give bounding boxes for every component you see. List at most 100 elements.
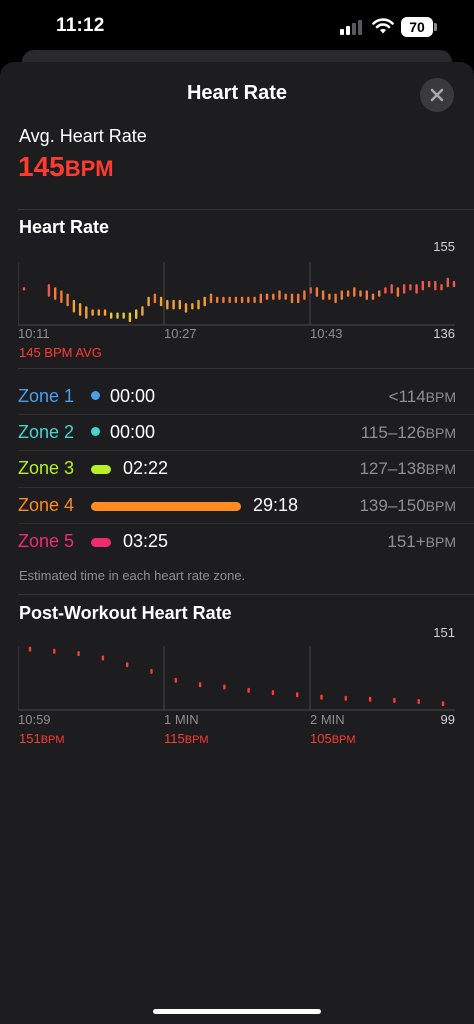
divider: [18, 487, 474, 488]
divider: [18, 414, 474, 415]
wifi-icon: [372, 18, 394, 34]
hr-bar: [446, 277, 449, 288]
zone-row[interactable]: Zone 4 29:18 139–150BPM: [18, 488, 456, 524]
zone-range-value: 127–138: [359, 459, 426, 478]
zone-row[interactable]: Zone 3 02:22 127–138BPM: [18, 451, 456, 487]
hr-bar: [116, 312, 119, 319]
hr-bar: [85, 306, 88, 319]
pw-point: [271, 690, 275, 696]
avg-heart-rate-value: 145BPM: [18, 151, 114, 183]
hr-bars: [22, 277, 456, 322]
zones-footnote: Estimated time in each heart rate zone.: [19, 568, 246, 583]
hr-bar: [284, 293, 287, 300]
hr-bar: [297, 293, 300, 304]
hr-bar: [328, 293, 331, 300]
hr-bar: [191, 303, 194, 310]
zone-range: 151+BPM: [387, 532, 456, 552]
hr-bar: [353, 287, 356, 297]
zone-row[interactable]: Zone 1 00:00 <114BPM: [18, 379, 456, 415]
zone-range-unit: BPM: [425, 461, 456, 477]
hr-bar: [22, 287, 26, 291]
zone-bar: [91, 465, 111, 474]
pw-point: [28, 646, 32, 652]
pw-min-label: 99: [441, 712, 455, 727]
pw-point: [417, 699, 420, 704]
zone-range-value: 115–126: [360, 423, 426, 442]
heart-rate-chart[interactable]: 155 10:11 10:27 10:43 136: [18, 238, 458, 363]
post-workout-chart[interactable]: 151 10:59 1 MIN 2 MIN 99: [18, 624, 458, 749]
zone-range-value: <114: [388, 387, 426, 406]
post-value-unit: BPM: [184, 734, 209, 746]
hr-bar: [421, 280, 424, 291]
hr-bar: [209, 293, 213, 304]
hr-bar: [103, 309, 107, 316]
zone-name: Zone 4: [18, 495, 75, 515]
zone-range: 139–150BPM: [359, 496, 456, 516]
page-title: Heart Rate: [186, 82, 288, 104]
hr-bar: [203, 296, 206, 307]
hr-bar: [72, 299, 76, 313]
hr-bar: [110, 312, 113, 319]
hr-bar: [290, 293, 294, 304]
pw-point: [393, 697, 396, 703]
status-bar: 11:12 70: [0, 0, 474, 56]
status-time: 11:12: [56, 15, 105, 36]
zone-row[interactable]: Zone 2 00:00 115–126BPM: [18, 415, 456, 451]
zone-row[interactable]: Zone 5 03:25 151+BPM: [18, 524, 456, 560]
hr-bar: [147, 296, 150, 307]
zone-name: Zone 3: [18, 458, 75, 478]
close-button[interactable]: [420, 78, 454, 112]
cellular-signal-icon: [340, 20, 362, 35]
hr-bar: [415, 284, 418, 294]
hr-bar: [60, 290, 63, 303]
hr-min-label: 136: [433, 326, 455, 341]
hr-bar: [359, 290, 362, 297]
hr-bar: [54, 287, 57, 300]
hr-bar: [309, 287, 312, 294]
zone-range: <114BPM: [389, 387, 456, 407]
hr-bar: [452, 280, 456, 288]
pw-point: [77, 651, 80, 657]
zone-range-unit: BPM: [425, 425, 456, 441]
hr-bar: [272, 293, 275, 300]
zone-time: 00:00: [110, 422, 156, 442]
pw-max-label: 151: [433, 625, 455, 640]
hr-bar: [365, 290, 368, 300]
post-workout-title: Post-Workout Heart Rate: [19, 603, 232, 623]
hr-bar: [184, 303, 188, 313]
pw-point: [368, 696, 372, 702]
hr-bar: [409, 284, 412, 291]
zone-time: 03:25: [123, 531, 169, 551]
zone-indicator: [91, 391, 100, 400]
zone-range-unit: BPM: [425, 498, 456, 514]
hr-bar: [247, 296, 250, 303]
post-value-unit: BPM: [331, 734, 356, 746]
hr-bar: [172, 299, 175, 310]
zone-range-value: 151+: [387, 532, 426, 551]
hr-bar: [141, 306, 144, 316]
heart-rate-section-title: Heart Rate: [19, 217, 110, 237]
hr-bar: [47, 284, 51, 297]
hr-bar: [240, 296, 244, 303]
zone-name: Zone 2: [18, 422, 75, 442]
zone-time: 02:22: [123, 458, 169, 478]
zone-bar: [91, 502, 241, 511]
x-tick: 2 MIN: [310, 712, 345, 727]
hr-bar: [303, 290, 306, 300]
hr-bar: [159, 296, 163, 307]
pw-points: [28, 646, 445, 707]
zone-time: 29:18: [253, 495, 299, 515]
hr-bar: [222, 296, 225, 303]
hr-bar: [278, 290, 281, 300]
hr-bar: [371, 293, 375, 300]
hr-bar: [228, 296, 231, 303]
hr-bar: [78, 303, 82, 316]
hr-bar: [135, 309, 138, 319]
post-value-number: 105: [310, 731, 332, 746]
home-indicator[interactable]: [153, 1009, 321, 1014]
divider: [18, 594, 474, 595]
hr-bar: [91, 309, 94, 316]
zone-bar: [91, 538, 111, 547]
pw-point: [150, 668, 153, 674]
post-value-unit: BPM: [40, 734, 65, 746]
